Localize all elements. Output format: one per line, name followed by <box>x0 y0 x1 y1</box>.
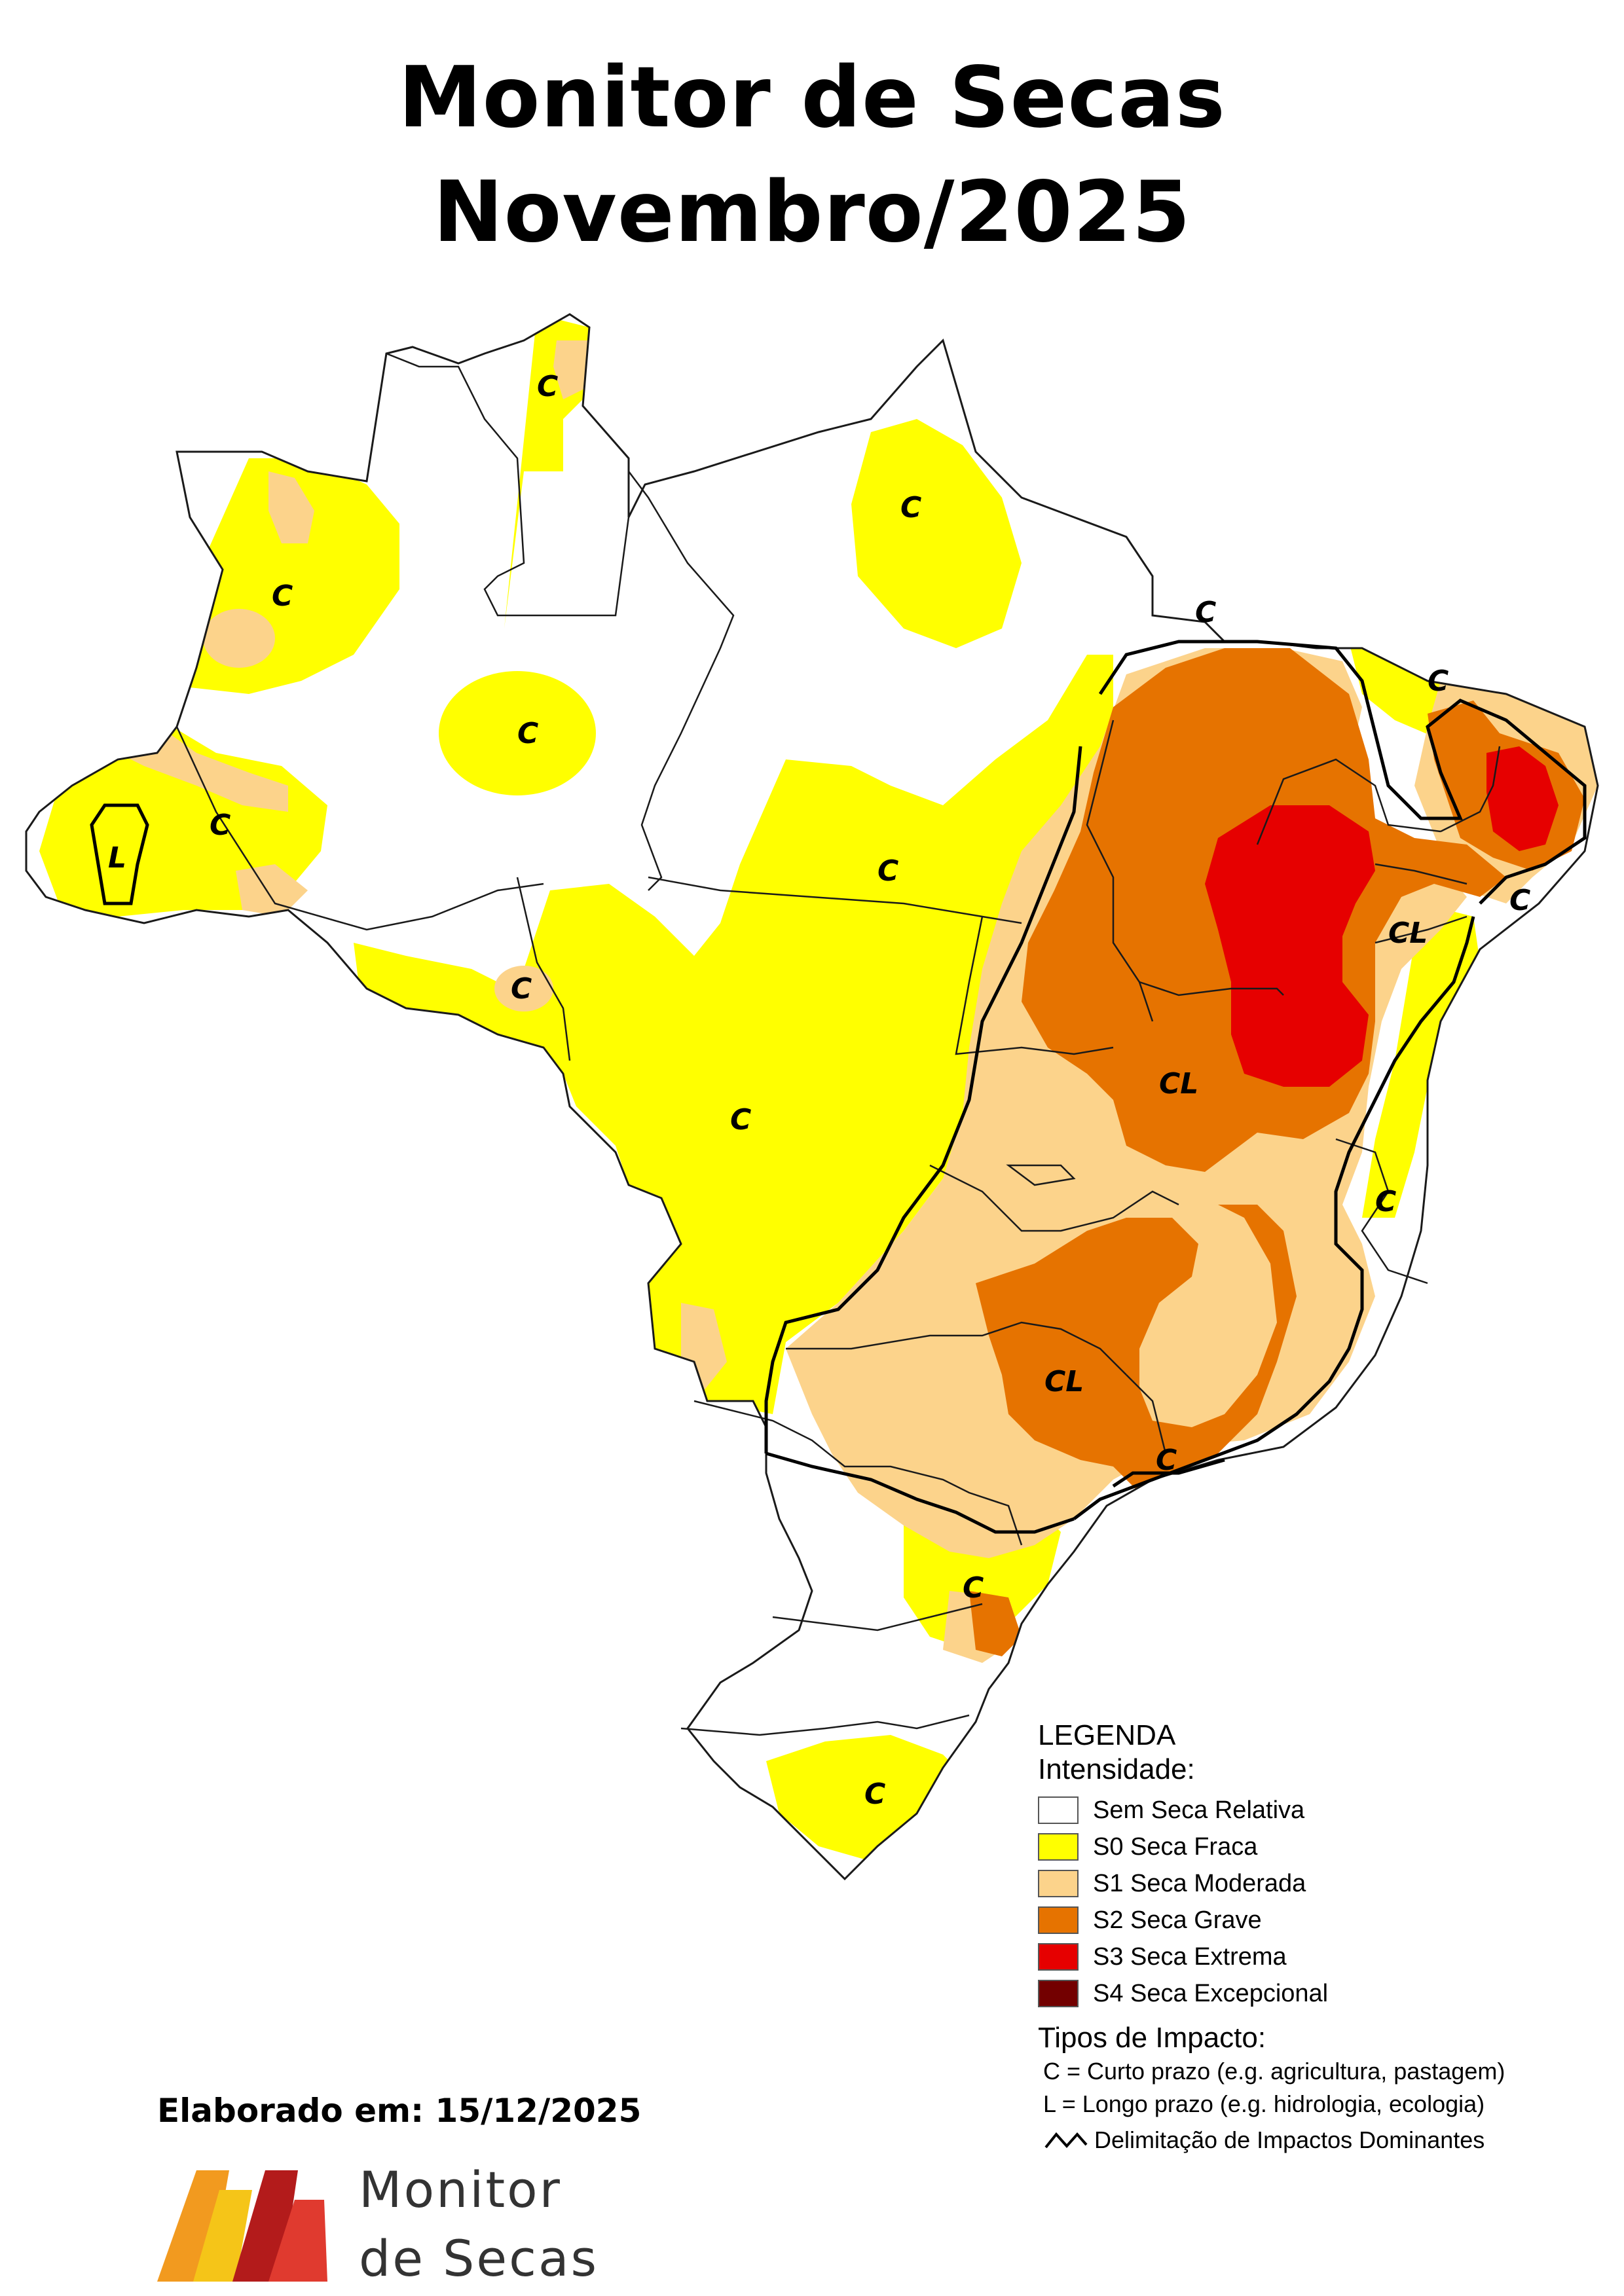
map-label: C <box>963 1571 984 1605</box>
legend: LEGENDA Intensidade: Sem Seca Relativa S… <box>1038 1719 1601 2160</box>
brazil-drought-map: C C C C C L C C C C CL CL C C CL C C C C <box>25 313 1599 1880</box>
legend-label: S3 Seca Extrema <box>1093 1942 1287 1971</box>
legend-label: S0 Seca Fraca <box>1093 1832 1258 1861</box>
legend-item: S1 Seca Moderada <box>1038 1865 1601 1902</box>
legend-item: S3 Seca Extrema <box>1038 1939 1601 1975</box>
map-subtitle-date: Novembro/2025 <box>433 164 1191 261</box>
map-label: C <box>864 1777 885 1811</box>
legend-swatch <box>1038 1796 1079 1824</box>
elaborated-date: Elaborado em: 15/12/2025 <box>157 2092 642 2130</box>
map-label: C <box>511 972 532 1006</box>
monitor-de-secas-logo-icon <box>157 2170 327 2282</box>
map-label: CL <box>1044 1365 1084 1398</box>
legend-label: S2 Seca Grave <box>1093 1906 1262 1934</box>
legend-label: S4 Seca Excepcional <box>1093 1979 1329 2007</box>
impact-heading: Tipos de Impacto: <box>1038 2022 1266 2054</box>
legend-heading: LEGENDA <box>1038 1719 1176 1751</box>
dominant-impact-label: Delimitação de Impactos Dominantes <box>1094 2126 1485 2153</box>
legend-swatch <box>1038 1833 1079 1861</box>
s3-areas <box>1205 746 1559 1087</box>
map-label: C <box>1375 1185 1396 1218</box>
map-label: C <box>1428 665 1449 698</box>
delimitation-line-icon <box>1044 2132 1088 2149</box>
drought-intensity-layers <box>39 314 1598 1859</box>
impact-labels: C C C C C L C C C C CL CL C C CL C C C C <box>108 370 1530 1811</box>
map-label: CL <box>1159 1067 1198 1101</box>
brand-name-line2: de Secas <box>359 2229 599 2287</box>
legend-item: Sem Seca Relativa <box>1038 1792 1601 1829</box>
map-label: C <box>1509 884 1530 917</box>
map-label: C <box>272 579 293 613</box>
state-borders <box>175 352 1501 1736</box>
map-label: C <box>900 491 921 524</box>
legend-swatch <box>1038 1943 1079 1971</box>
legend-label: Sem Seca Relativa <box>1093 1796 1305 1824</box>
map-label: C <box>1195 596 1216 629</box>
brand-name-line1: Monitor <box>359 2160 562 2219</box>
impact-delimitation-lines <box>90 640 1587 1534</box>
legend-item: S0 Seca Fraca <box>1038 1829 1601 1865</box>
map-label: C <box>537 370 558 403</box>
map-label: C <box>730 1103 751 1137</box>
map-label: L <box>108 841 126 875</box>
impact-l-text: L = Longo prazo (e.g. hidrologia, ecolog… <box>1043 2090 1485 2117</box>
map-label: C <box>210 809 231 842</box>
map-label: C <box>517 717 538 750</box>
map-label: CL <box>1388 917 1428 950</box>
legend-item: S4 Seca Excepcional <box>1038 1975 1601 2012</box>
legend-swatch <box>1038 1980 1079 2007</box>
dominant-impact-legend: Delimitação de Impactos Dominantes <box>1038 2121 1601 2160</box>
map-label: C <box>1156 1444 1177 1477</box>
map-label: C <box>877 854 898 888</box>
legend-swatch <box>1038 1870 1079 1897</box>
map-title: Monitor de Secas <box>398 49 1226 147</box>
impact-c-text: C = Curto prazo (e.g. agricultura, pasta… <box>1043 2058 1505 2085</box>
legend-subheading: Intensidade: <box>1038 1753 1195 1785</box>
legend-swatch <box>1038 1906 1079 1934</box>
legend-label: S1 Seca Moderada <box>1093 1869 1306 1897</box>
legend-item: S2 Seca Grave <box>1038 1902 1601 1939</box>
